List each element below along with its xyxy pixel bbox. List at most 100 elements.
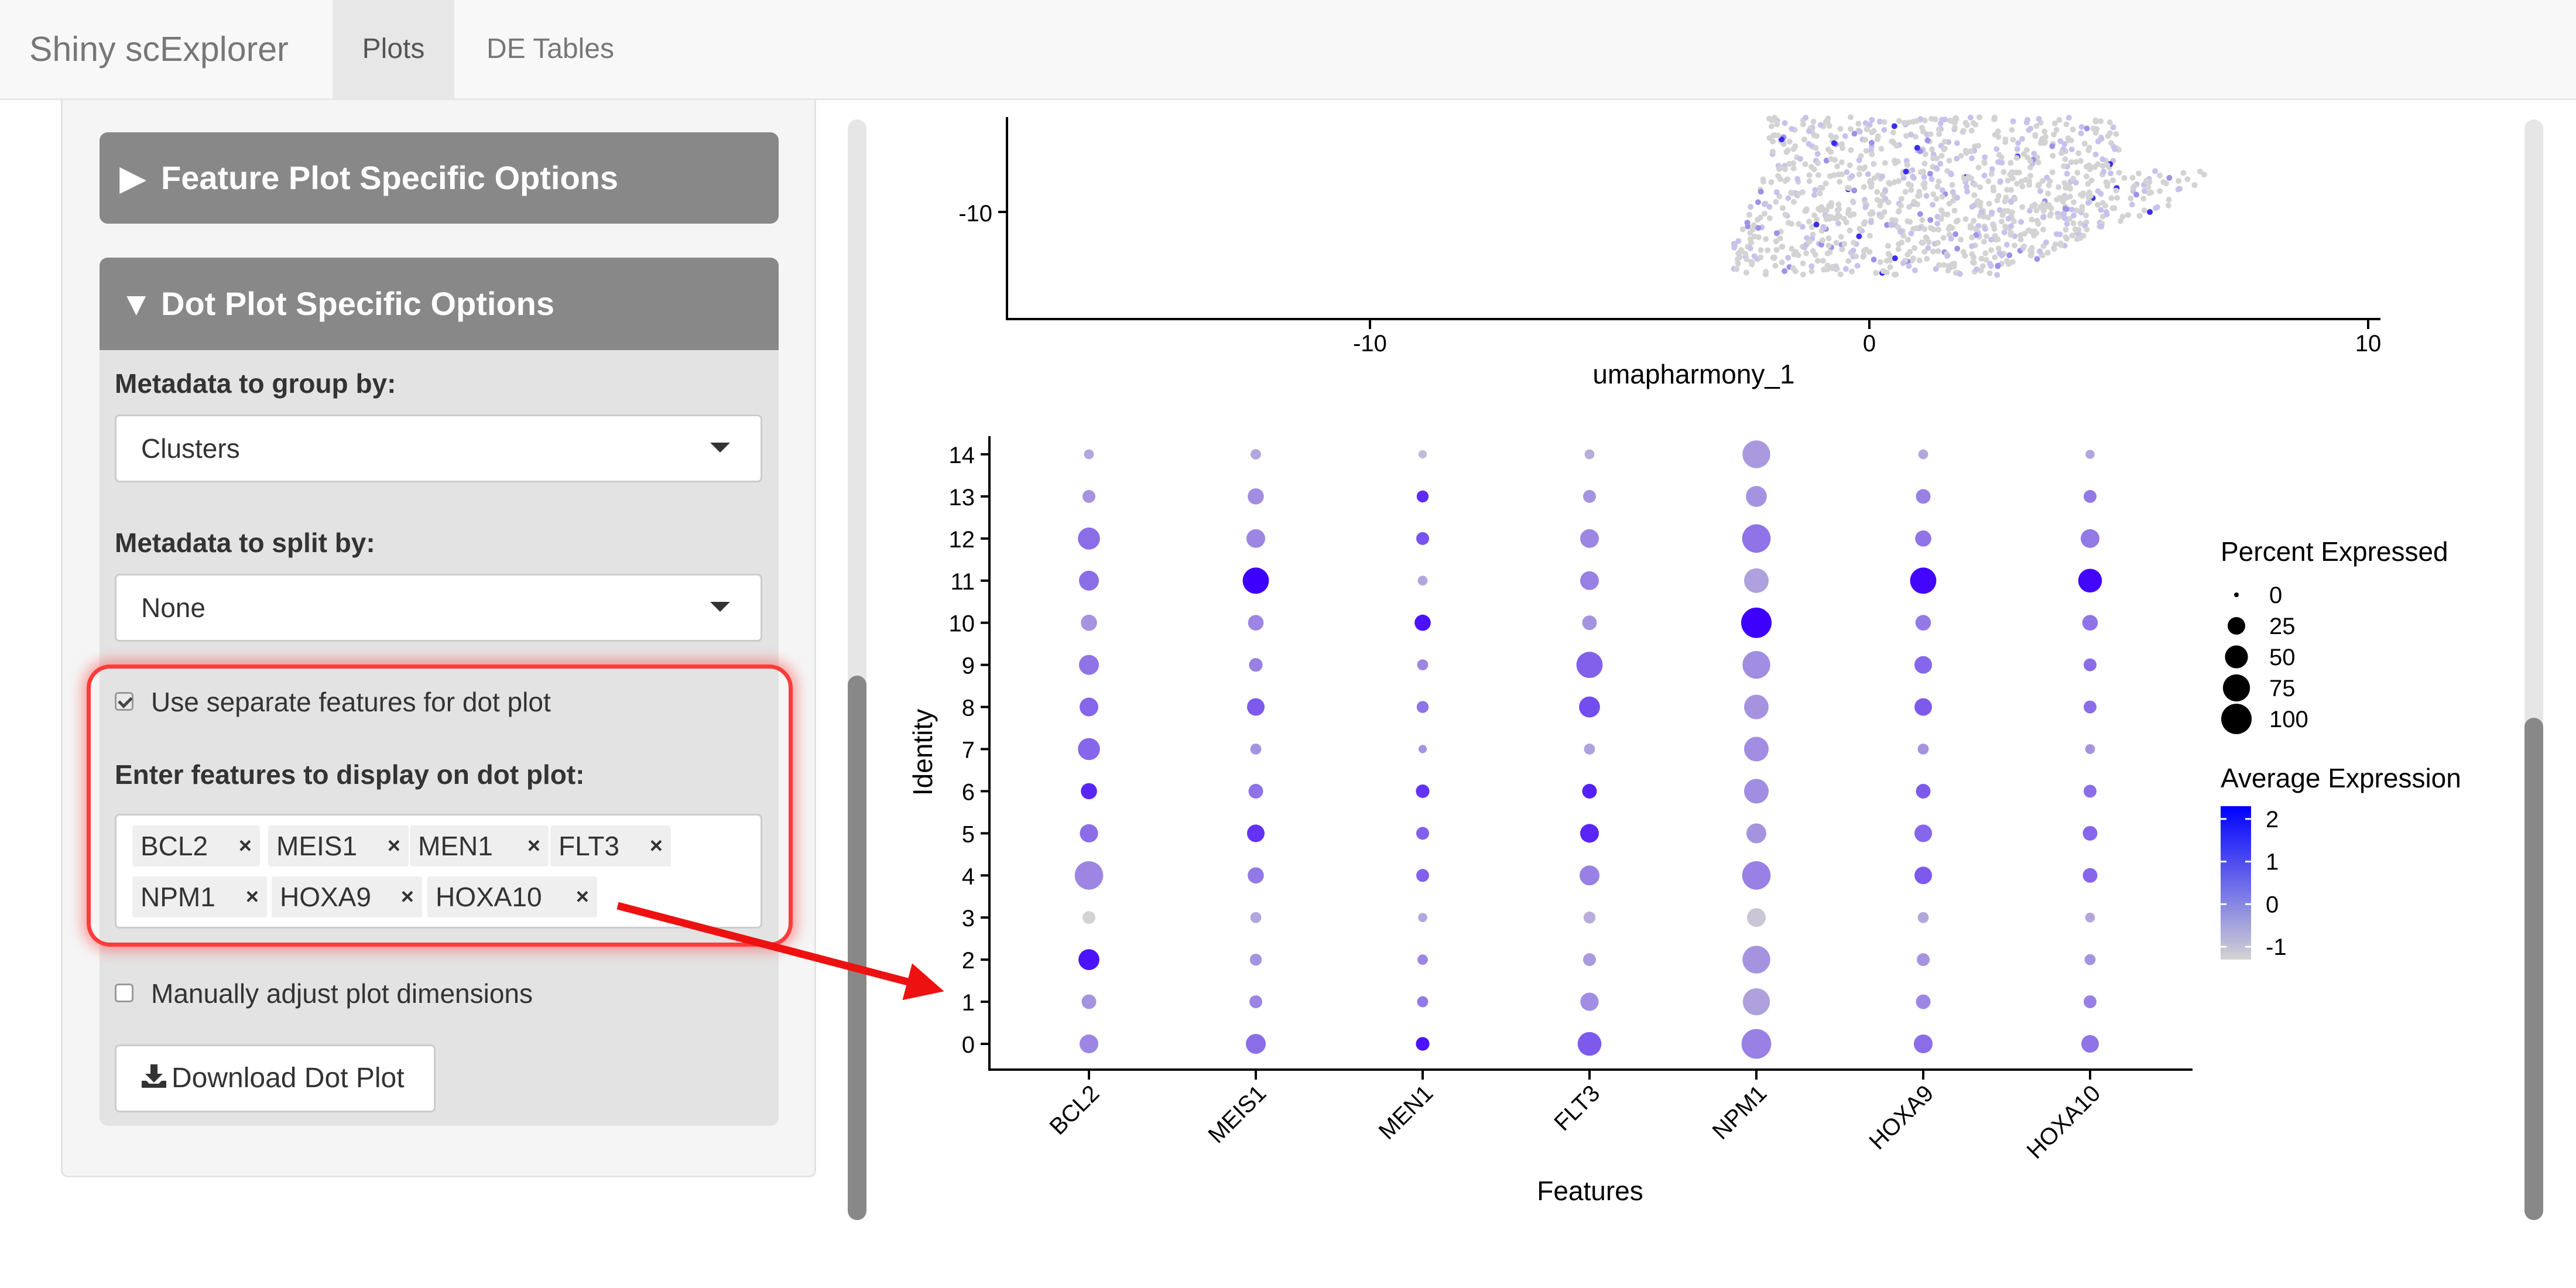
- umap-point: [1958, 237, 1964, 243]
- manual-dimensions-row[interactable]: Manually adjust plot dimensions: [115, 978, 533, 1009]
- remove-tag-icon[interactable]: ×: [238, 834, 252, 858]
- dot-HOXA10-4: [2082, 868, 2098, 883]
- remove-tag-icon[interactable]: ×: [649, 834, 663, 858]
- umap-point: [2077, 220, 2084, 227]
- dot-MEN1-8: [1416, 701, 1429, 713]
- feature-tag[interactable]: MEIS1 ×: [268, 825, 409, 866]
- download-dot-plot-button[interactable]: Download Dot Plot: [115, 1044, 436, 1112]
- umap-point: [1817, 190, 1823, 197]
- umap-point: [2043, 239, 2049, 245]
- umap-point: [1910, 175, 1917, 181]
- umap-point: [1766, 215, 1773, 221]
- group-by-select[interactable]: Clusters: [115, 415, 762, 482]
- umap-point: [2160, 179, 2167, 185]
- umap-point: [1760, 176, 1766, 183]
- split-by-select[interactable]: None: [115, 574, 762, 642]
- umap-point: [1961, 176, 1967, 182]
- umap-point: [2108, 140, 2114, 146]
- umap-point: [1835, 220, 1841, 227]
- tab-de-tables[interactable]: DE Tables: [487, 33, 614, 64]
- remove-tag-icon[interactable]: ×: [387, 834, 400, 858]
- umap-point: [1811, 192, 1817, 198]
- umap-point: [1982, 154, 1988, 160]
- umap-point: [2051, 245, 2057, 251]
- umap-point: [1952, 125, 1958, 131]
- umap-point: [1876, 118, 1883, 125]
- umap-point: [1986, 270, 1993, 276]
- umap-point: [2053, 126, 2060, 133]
- umap-point: [2084, 125, 2090, 132]
- umap-point: [1782, 211, 1789, 218]
- umap-point: [2005, 215, 2012, 222]
- size-legend-dot: [2225, 645, 2248, 669]
- dot-FLT3-12: [1580, 529, 1599, 548]
- umap-point: [1883, 269, 1890, 276]
- separate-features-checkbox[interactable]: [115, 691, 133, 711]
- feature-tag[interactable]: HOXA9 ×: [272, 876, 422, 917]
- umap-point: [1978, 255, 1985, 262]
- remove-tag-icon[interactable]: ×: [400, 885, 414, 909]
- feature-tag-label: NPM1: [141, 882, 215, 912]
- dot-HOXA9-14: [1918, 449, 1928, 460]
- colorbar-tick-label: -1: [2266, 934, 2287, 960]
- dot-plot-options-header[interactable]: ▼ Dot Plot Specific Options: [100, 258, 779, 350]
- umap-point: [1785, 255, 1791, 261]
- umap-point: [2033, 123, 2040, 129]
- umap-point: [1773, 246, 1780, 253]
- umap-point: [1851, 131, 1858, 137]
- umap-point: [1990, 221, 1996, 228]
- umap-point: [1794, 176, 1801, 182]
- umap-point: [1919, 125, 1925, 131]
- sidebar-scroll-thumb[interactable]: [848, 676, 866, 1220]
- umap-point: [2019, 136, 2025, 142]
- remove-tag-icon[interactable]: ×: [245, 885, 259, 909]
- feature-tag[interactable]: NPM1 ×: [132, 876, 267, 917]
- feature-tag[interactable]: MEN1 ×: [410, 825, 549, 866]
- main-scroll-thumb[interactable]: [2524, 718, 2543, 1220]
- umap-point: [1927, 170, 1933, 177]
- umap-point: [1969, 204, 1975, 210]
- umap-point: [1887, 252, 1893, 259]
- umap-point: [2035, 159, 2041, 166]
- feature-tick-label: MEN1: [1374, 1080, 1438, 1145]
- separate-features-row[interactable]: Use separate features for dot plot: [115, 686, 551, 718]
- umap-point: [2036, 116, 2042, 122]
- umap-point: [2002, 198, 2008, 204]
- expression-legend-title: Average Expression: [2221, 763, 2461, 793]
- umap-point: [2023, 147, 2030, 153]
- main-scrollbar[interactable]: [2524, 119, 2543, 1220]
- umap-point: [1873, 270, 1879, 276]
- umap-point: [1814, 151, 1821, 157]
- manual-dimensions-checkbox[interactable]: [115, 983, 133, 1002]
- umap-point: [1962, 148, 1969, 154]
- umap-point: [1928, 116, 1935, 122]
- feature-tag[interactable]: HOXA10 ×: [427, 876, 597, 917]
- umap-point: [1986, 200, 1992, 207]
- identity-tick-label: 13: [949, 485, 975, 511]
- app-brand[interactable]: Shiny scExplorer: [29, 30, 289, 68]
- umap-point: [1818, 204, 1825, 210]
- umap-point: [1811, 212, 1818, 218]
- umap-point: [2102, 203, 2108, 209]
- remove-tag-icon[interactable]: ×: [576, 885, 589, 909]
- umap-point: [1981, 172, 1988, 179]
- umap-point: [2154, 204, 2160, 210]
- feature-plot-options-header[interactable]: ▶ Feature Plot Specific Options: [100, 132, 779, 224]
- umap-point: [1978, 209, 1985, 215]
- feature-tag[interactable]: BCL2 ×: [132, 825, 260, 866]
- dot-NPM1-13: [1746, 486, 1767, 507]
- annotation-arrow: [616, 902, 944, 1001]
- umap-point: [1974, 266, 1980, 272]
- umap-point: [2110, 177, 2116, 183]
- dot-BCL2-9: [1079, 655, 1099, 675]
- tab-plots[interactable]: Plots: [333, 0, 454, 98]
- umap-point: [2077, 235, 2084, 241]
- sidebar-scrollbar[interactable]: [848, 119, 866, 1220]
- umap-point: [1988, 237, 1994, 243]
- feature-tag-label: BCL2: [141, 831, 208, 861]
- umap-point: [1885, 243, 1891, 249]
- umap-point: [1755, 225, 1762, 231]
- feature-tag[interactable]: FLT3 ×: [550, 825, 671, 866]
- remove-tag-icon[interactable]: ×: [527, 834, 540, 858]
- dot-NPM1-6: [1744, 779, 1769, 804]
